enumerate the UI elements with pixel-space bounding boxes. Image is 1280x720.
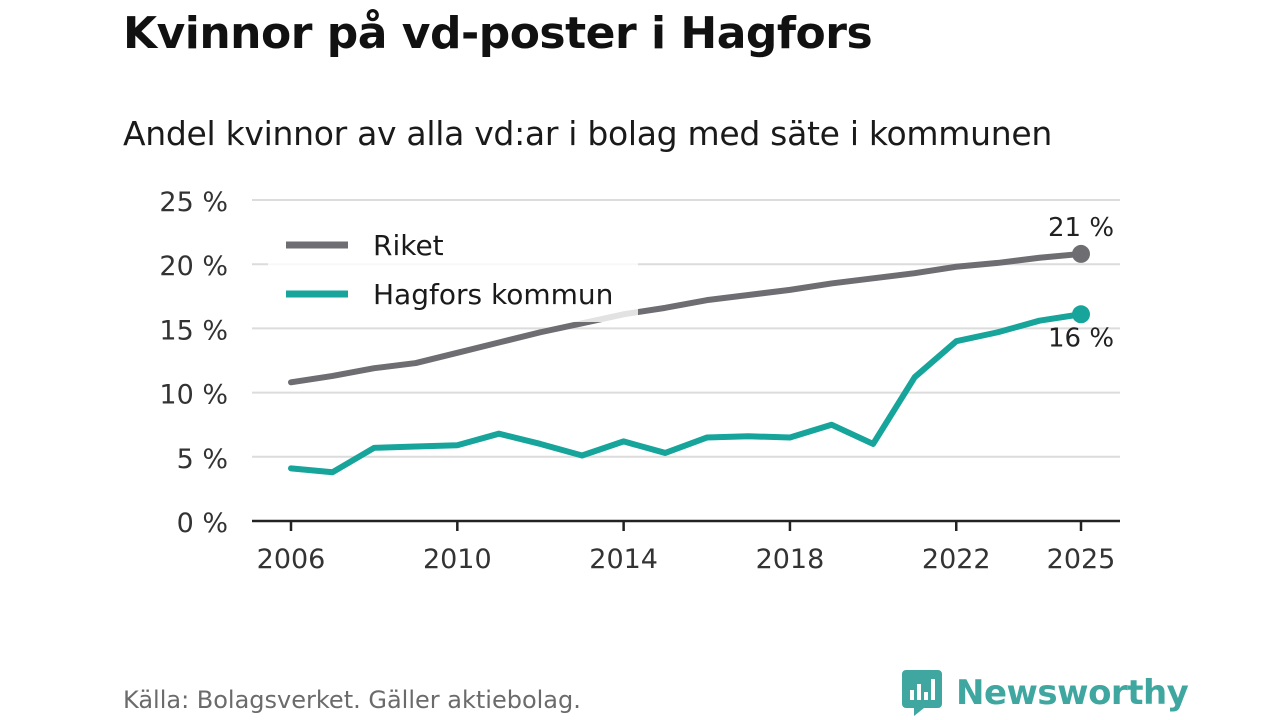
series-line-0 bbox=[288, 250, 1084, 386]
x-tick-label: 2010 bbox=[423, 544, 492, 575]
legend-background bbox=[268, 222, 638, 322]
x-tick-label: 2022 bbox=[922, 544, 991, 575]
y-tick-label: 0 % bbox=[177, 508, 228, 539]
legend-label-0: Riket bbox=[373, 229, 444, 262]
brand-logo: Newsworthy bbox=[902, 670, 1189, 716]
x-axis bbox=[252, 519, 1120, 531]
y-tick-label: 25 % bbox=[159, 187, 228, 218]
x-tick-label: 2018 bbox=[756, 544, 825, 575]
y-tick-label: 20 % bbox=[159, 251, 228, 282]
legend-label-1: Hagfors kommun bbox=[373, 278, 613, 311]
legend: Riket Hagfors kommun bbox=[268, 222, 638, 322]
end-labels: 21 % 16 % bbox=[1048, 213, 1114, 353]
x-tick-label: 2025 bbox=[1047, 544, 1116, 575]
x-tick-label: 2006 bbox=[257, 544, 326, 575]
brand-name: Newsworthy bbox=[956, 673, 1189, 713]
chart-subtitle: Andel kvinnor av alla vd:ar i bolag med … bbox=[123, 114, 1052, 153]
y-tick-label: 5 % bbox=[177, 444, 228, 475]
x-tick-labels: 2006 2010 2014 2018 2022 2025 bbox=[257, 544, 1116, 575]
series-line-1 bbox=[288, 311, 1084, 476]
series-end-point-1 bbox=[1072, 305, 1090, 324]
y-tick-labels: 0 % 5 % 10 % 15 % 20 % 25 % bbox=[159, 187, 228, 539]
series-lines bbox=[288, 244, 1090, 476]
source-note: Källa: Bolagsverket. Gäller aktiebolag. bbox=[123, 686, 581, 714]
newsworthy-logo-icon bbox=[902, 670, 942, 716]
chart-title: Kvinnor på vd-poster i Hagfors bbox=[123, 8, 873, 59]
y-tick-label: 15 % bbox=[159, 315, 228, 346]
series-end-point-0 bbox=[1072, 244, 1090, 263]
y-tick-label: 10 % bbox=[159, 380, 228, 411]
end-label-0: 21 % bbox=[1048, 213, 1114, 243]
x-tick-label: 2014 bbox=[589, 544, 658, 575]
end-label-1: 16 % bbox=[1048, 323, 1114, 353]
